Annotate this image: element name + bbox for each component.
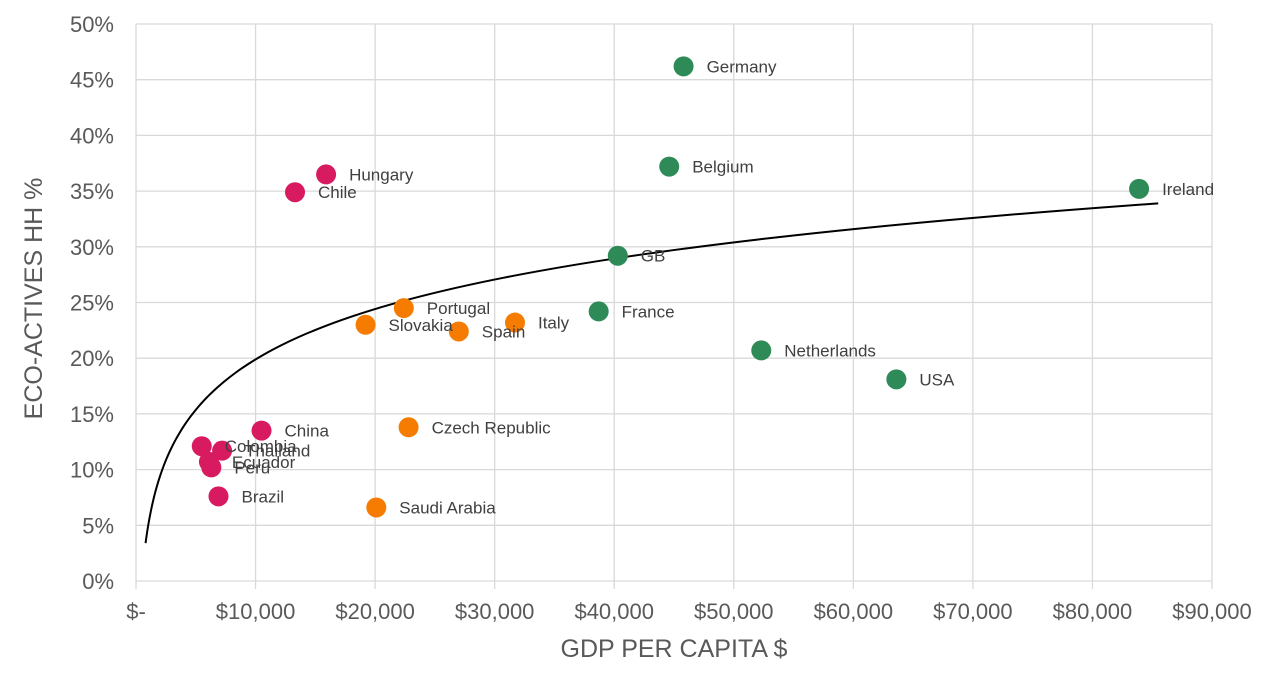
data-point-slovakia	[355, 314, 376, 335]
y-tick-label: 40%	[70, 123, 114, 148]
x-tick-label: $90,000	[1172, 599, 1252, 624]
y-tick-label: 30%	[70, 235, 114, 260]
trendline-layer	[144, 202, 1159, 544]
data-label: Czech Republic	[432, 418, 552, 437]
y-tick-label: 20%	[70, 346, 114, 371]
y-tick-label: 0%	[82, 569, 114, 594]
data-point-germany	[673, 56, 694, 77]
x-tick-label: $50,000	[694, 599, 774, 624]
data-label: Spain	[482, 322, 525, 341]
data-point-belgium	[659, 156, 680, 177]
data-label: Slovakia	[389, 316, 454, 335]
x-tick-label: $40,000	[574, 599, 654, 624]
trendline	[144, 202, 1159, 544]
x-tick-label: $20,000	[335, 599, 415, 624]
x-tick-label: $70,000	[933, 599, 1013, 624]
data-label: Ecuador	[232, 453, 296, 472]
data-label: Peru	[234, 458, 270, 477]
data-labels: Germany Belgium Ireland GB France Netherlands…	[225, 57, 1214, 517]
data-point-gb	[607, 245, 628, 266]
data-label: Ireland	[1162, 180, 1214, 199]
data-point-brazil	[208, 486, 229, 507]
y-tick-label: 10%	[70, 458, 114, 483]
data-label: Brazil	[241, 487, 284, 506]
y-tick-label: 15%	[70, 402, 114, 427]
data-label: China	[285, 422, 330, 441]
x-tick-label: $80,000	[1053, 599, 1133, 624]
data-label: Thailand	[245, 442, 310, 461]
axes: 0% 5% 10% 15% 20% 25% 30% 35% 40% 45% 50% $- $10,000…	[70, 12, 1252, 624]
data-point-hungary	[316, 164, 337, 185]
data-label: Hungary	[349, 165, 414, 184]
data-label: Saudi Arabia	[399, 498, 496, 517]
x-axis-title: GDP PER CAPITA $	[561, 635, 788, 663]
data-label: Portugal	[427, 299, 490, 318]
data-points	[191, 56, 1150, 518]
data-point-netherlands	[751, 340, 772, 361]
data-point-thailand	[212, 440, 233, 461]
data-label: Chile	[318, 183, 357, 202]
data-point-china	[251, 420, 272, 441]
data-label: France	[622, 302, 675, 321]
data-label: Colombia	[225, 437, 297, 456]
data-point-italy	[504, 312, 525, 333]
data-point-czech-republic	[398, 417, 419, 438]
y-tick-label: 45%	[70, 68, 114, 93]
x-tick-label: $10,000	[216, 599, 296, 624]
data-point-france	[588, 301, 609, 322]
y-tick-label: 50%	[70, 12, 114, 37]
y-tick-label: 25%	[70, 291, 114, 316]
data-point-spain	[448, 321, 469, 342]
data-point-saudi-arabia	[366, 497, 387, 518]
data-label: GB	[641, 247, 666, 266]
data-label: Netherlands	[784, 341, 876, 360]
data-point-peru	[201, 457, 222, 478]
data-label: Germany	[707, 57, 777, 76]
data-point-ireland	[1129, 178, 1150, 199]
y-tick-label: 5%	[82, 513, 114, 538]
data-point-usa	[886, 369, 907, 390]
y-axis-title: ECO-ACTIVES HH %	[20, 178, 48, 420]
data-point-colombia	[191, 436, 212, 457]
x-tick-label: $60,000	[814, 599, 894, 624]
data-label: Belgium	[692, 158, 753, 177]
y-tick-label: 35%	[70, 179, 114, 204]
gridlines	[135, 23, 1213, 589]
x-tick-label: $30,000	[455, 599, 535, 624]
x-tick-label: $-	[126, 599, 146, 624]
data-point-chile	[285, 182, 306, 203]
data-label: Italy	[538, 314, 570, 333]
data-point-portugal	[393, 298, 414, 319]
data-label: USA	[919, 370, 955, 389]
